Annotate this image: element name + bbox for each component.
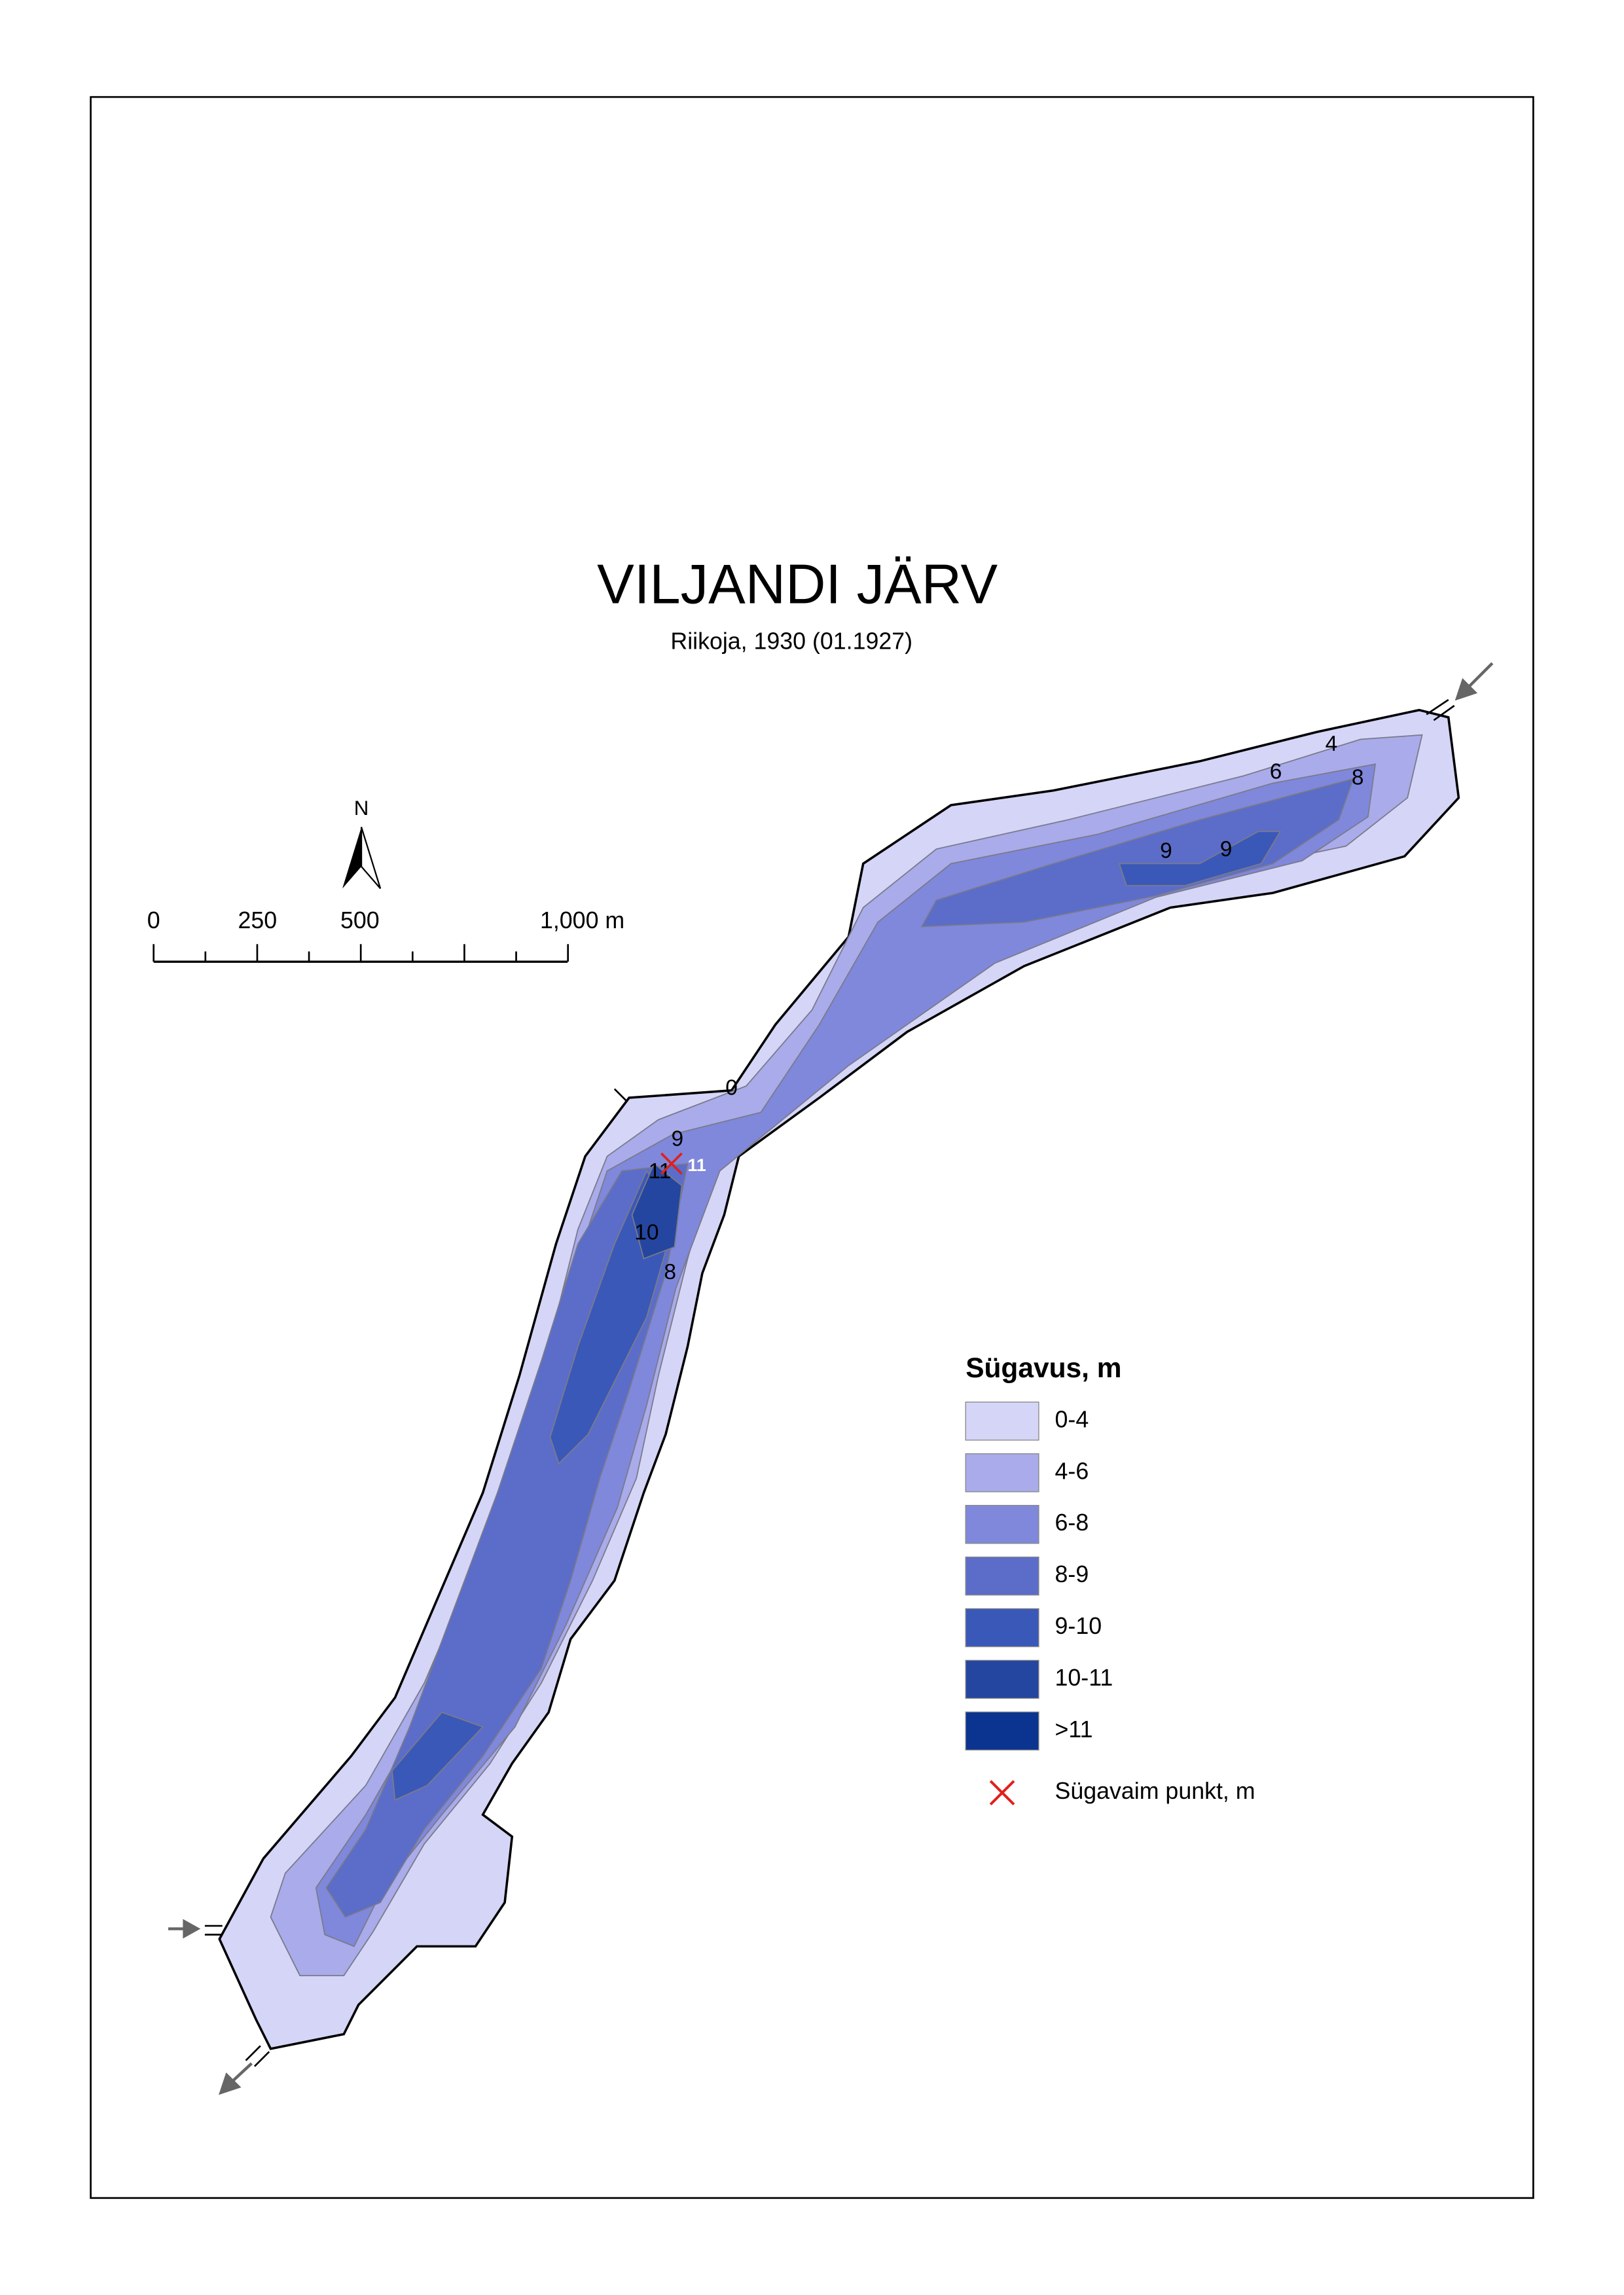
legend: Sügavus, m Sügavaim punkt, m 0-4 4-6 6-8 8-… (965, 1352, 1255, 1805)
legend-swatch (965, 1505, 1039, 1544)
cross-line (989, 1780, 1015, 1805)
deepest-symbol (989, 1780, 1015, 1805)
arrow-head (1454, 678, 1478, 701)
north-arrow-right (360, 827, 382, 890)
flow-arrows (168, 662, 1494, 2095)
legend-title: Sügavus, m (965, 1352, 1121, 1383)
channel (245, 2045, 270, 2067)
map-title: VILJANDI JÄRV (597, 553, 998, 615)
depth-label: 0 (725, 1075, 738, 1100)
legend-label: 0-4 (1055, 1406, 1089, 1432)
depth-label: 9 (1220, 837, 1233, 861)
legend-swatch (965, 1401, 1039, 1441)
legend-label: 8-9 (1055, 1561, 1089, 1587)
lake-shore (218, 708, 1460, 2050)
scale-label: 500 (340, 907, 380, 933)
inflow-arrow (1466, 662, 1494, 689)
depth-label: 4 (1326, 732, 1338, 756)
legend-label: 4-6 (1055, 1458, 1089, 1484)
scale-label: 0 (147, 907, 160, 933)
legend-label: 6-8 (1055, 1509, 1089, 1536)
north-arrow-left (342, 827, 362, 889)
channel (613, 1088, 627, 1102)
arrow-head (183, 1919, 201, 1939)
legend-swatch (965, 1711, 1039, 1751)
legend-swatch (965, 1556, 1039, 1596)
depth-zone (1118, 831, 1282, 886)
deepest-point (660, 1152, 683, 1175)
depth-label: 8 (664, 1260, 676, 1284)
arrow-head (218, 2072, 242, 2095)
scale-bar: 0 250 500 1,000 m (147, 907, 624, 963)
north-arrow (342, 827, 382, 890)
scale-label: 250 (238, 907, 278, 933)
legend-swatch (965, 1453, 1039, 1492)
depth-label: 9 (672, 1127, 684, 1151)
depth-label: 9 (1160, 839, 1172, 863)
north-label: N (354, 797, 369, 820)
depth-zone (631, 1163, 683, 1260)
outflow-arrow (230, 2062, 253, 2084)
depth-label: 8 (1352, 766, 1364, 790)
depth-zone (920, 778, 1354, 928)
cross-line (660, 1152, 683, 1175)
channels (204, 698, 1455, 2067)
legend-label: Sügavaim punkt, m (1055, 1778, 1255, 1804)
legend-label: >11 (1055, 1716, 1093, 1743)
legend-label: 10-11 (1055, 1665, 1113, 1691)
scale-label: 1,000 m (540, 907, 624, 933)
depth-label: 11 (649, 1159, 672, 1184)
depth-zone (391, 1711, 484, 1801)
depth-label: 10 (634, 1221, 659, 1245)
legend-swatch (965, 1608, 1039, 1648)
map-subtitle: Riikoja, 1930 (01.1927) (670, 628, 912, 654)
legend-label: 9-10 (1055, 1613, 1102, 1639)
depth-label: 6 (1270, 760, 1282, 784)
deepest-label: 11 (688, 1155, 706, 1175)
channel (204, 1925, 223, 1936)
map-frame (90, 96, 1534, 2199)
channel (1426, 698, 1455, 721)
legend-swatch (965, 1659, 1039, 1699)
